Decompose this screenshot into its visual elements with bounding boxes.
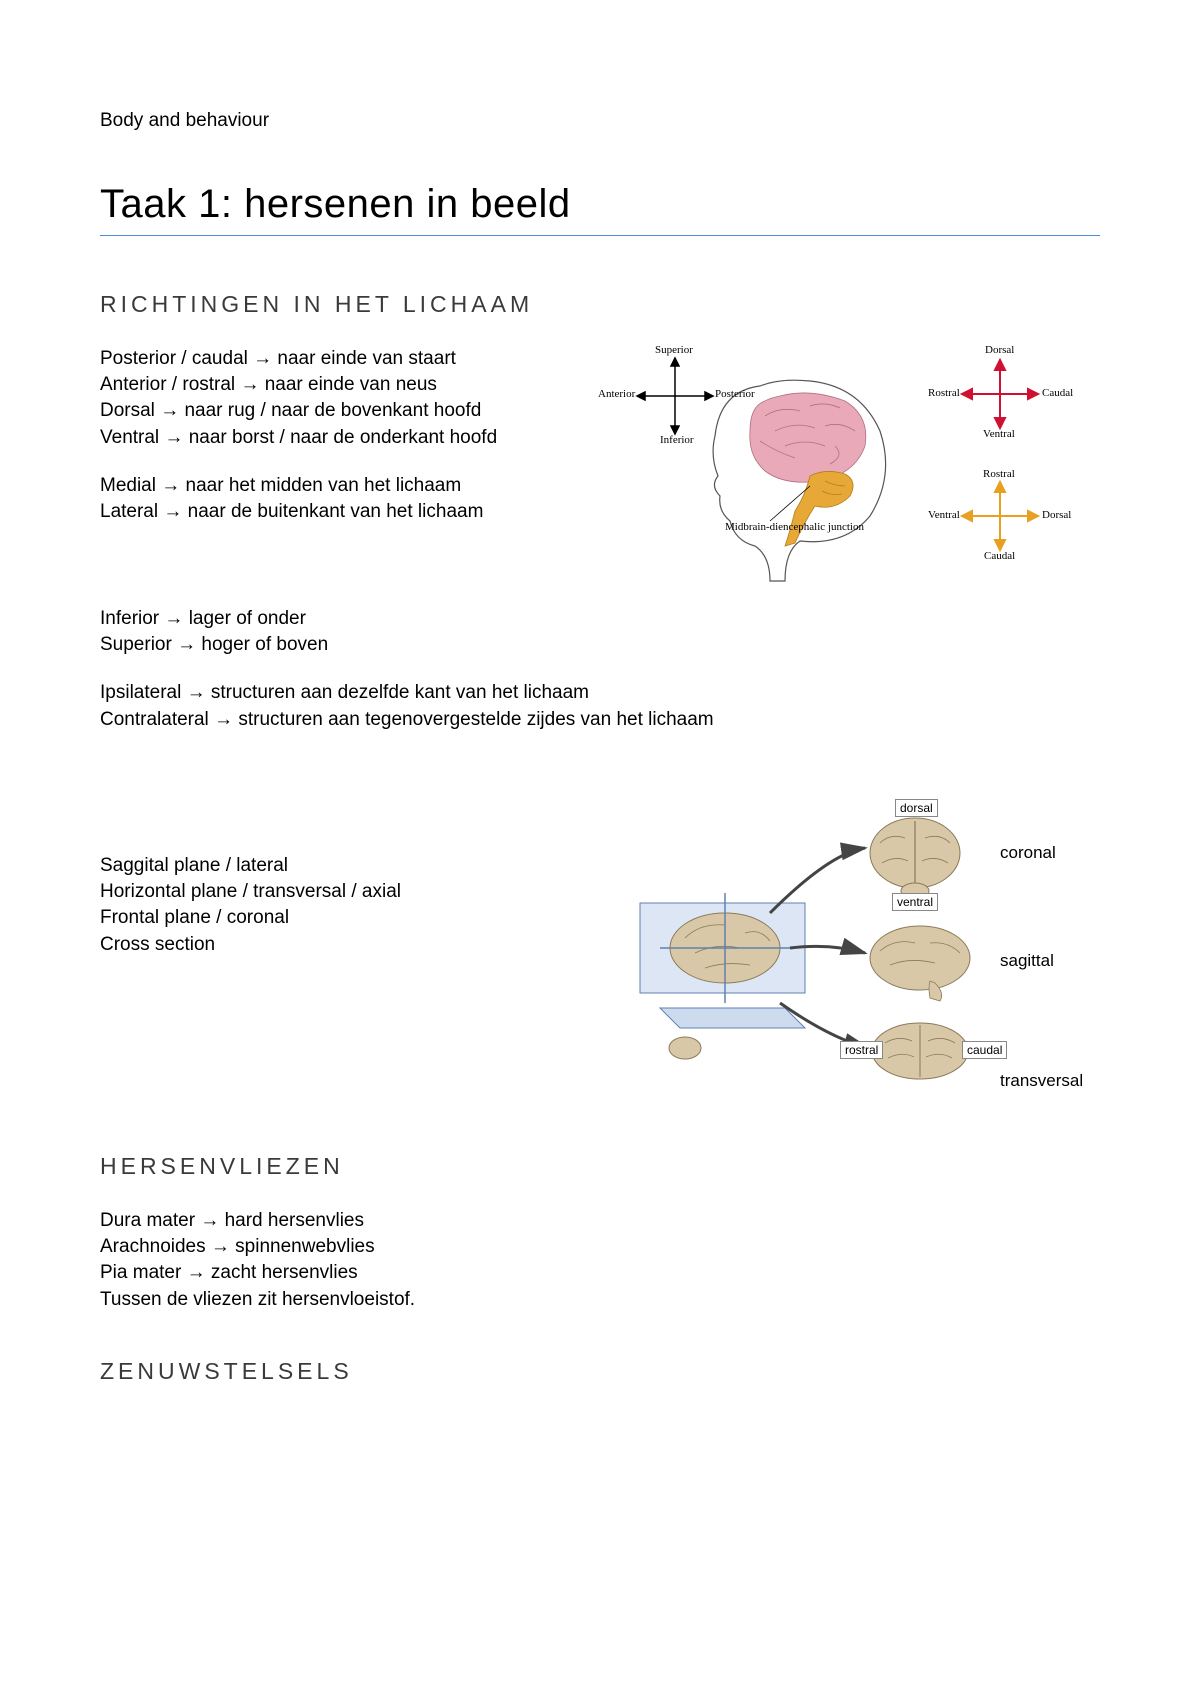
arrow-icon: → <box>161 473 180 499</box>
section-heading-zenuwstelsels: ZENUWSTELSELS <box>100 1358 1100 1385</box>
arrow-icon: → <box>160 398 179 424</box>
arrow-icon: → <box>164 606 183 632</box>
text: Ventral <box>100 427 164 448</box>
planes-text-block: Saggital plane / lateral Horizontal plan… <box>100 793 600 958</box>
arrow-icon: → <box>177 632 196 658</box>
text: Cross section <box>100 934 215 955</box>
diagram2-label-ventral: ventral <box>892 893 938 911</box>
text: zacht hersenvlies <box>206 1262 358 1283</box>
text: hard hersenvlies <box>219 1210 364 1231</box>
text: Dura mater <box>100 1210 200 1231</box>
text: structuren aan dezelfde kant van het lic… <box>206 682 589 703</box>
diagram2-label-rostral: rostral <box>840 1041 883 1059</box>
diagram2-label-caudal: caudal <box>962 1041 1007 1059</box>
diagram1-label-superior: Superior <box>655 344 693 356</box>
diagram1-label-dorsal: Dorsal <box>985 344 1014 356</box>
diagram1-label-midbrain: Midbrain-diencephalic junction <box>725 521 820 533</box>
section-heading-hersenvliezen: HERSENVLIEZEN <box>100 1153 1100 1180</box>
section-heading-richtingen: RICHTINGEN IN HET LICHAAM <box>100 291 1100 318</box>
diagram1-label-ventral-2: Ventral <box>928 509 960 521</box>
header-label: Body and behaviour <box>100 110 1100 132</box>
text: Saggital plane / lateral <box>100 855 288 876</box>
text: lager of onder <box>183 608 306 629</box>
diagram1-label-ventral: Ventral <box>983 428 1015 440</box>
text: naar het midden van het lichaam <box>180 475 461 496</box>
richtingen-text-block-1: Posterior / caudal → naar einde van staa… <box>100 346 580 547</box>
diagram2-label-dorsal: dorsal <box>895 799 938 817</box>
text: Tussen de vliezen zit hersenvloeistof. <box>100 1289 415 1310</box>
text: naar einde van neus <box>259 374 436 395</box>
arrow-icon: → <box>253 346 272 372</box>
arrow-icon: → <box>240 372 259 398</box>
text: Anterior / rostral <box>100 374 240 395</box>
arrow-icon: → <box>164 425 183 451</box>
text: spinnenwebvlies <box>230 1236 375 1257</box>
diagram1-label-anterior: Anterior <box>598 388 635 400</box>
diagram1-label-rostral-2: Rostral <box>983 468 1015 480</box>
diagram2-label-coronal: coronal <box>1000 843 1056 863</box>
arrow-icon: → <box>214 707 233 733</box>
text: Inferior <box>100 608 164 629</box>
text: structuren aan tegenovergestelde zijdes … <box>233 709 714 730</box>
text: naar de buitenkant van het lichaam <box>182 501 483 522</box>
diagram-brain-planes: dorsal ventral rostral caudal coronal sa… <box>630 793 1100 1093</box>
arrow-icon: → <box>187 680 206 706</box>
diagram1-label-dorsal-2: Dorsal <box>1042 509 1071 521</box>
text: Posterior / caudal <box>100 348 253 369</box>
diagram2-label-transversal: transversal <box>1000 1071 1083 1091</box>
arrow-icon: → <box>187 1260 206 1286</box>
hersenvliezen-text-block: Dura mater → hard hersenvlies Arachnoide… <box>100 1208 1100 1313</box>
text: Ipsilateral <box>100 682 187 703</box>
diagram1-label-caudal-2: Caudal <box>984 550 1015 562</box>
diagram2-label-sagittal: sagittal <box>1000 951 1054 971</box>
text: Pia mater <box>100 1262 187 1283</box>
richtingen-text-block-2: Inferior → lager of onder Superior → hog… <box>100 606 1100 658</box>
text: Dorsal <box>100 400 160 421</box>
diagram1-label-posterior: Posterior <box>715 388 755 400</box>
text: Superior <box>100 634 177 655</box>
text: Lateral <box>100 501 163 522</box>
text: hoger of boven <box>196 634 328 655</box>
text: Medial <box>100 475 161 496</box>
page-title: Taak 1: hersenen in beeld <box>100 182 1100 236</box>
text: naar einde van staart <box>272 348 456 369</box>
diagram1-label-inferior: Inferior <box>660 434 694 446</box>
diagram-head-directions: Superior Inferior Anterior Posterior Dor… <box>610 346 1100 596</box>
diagram1-label-rostral: Rostral <box>928 387 960 399</box>
arrow-icon: → <box>200 1208 219 1234</box>
text: Contralateral <box>100 709 214 730</box>
text: naar rug / naar de bovenkant hoofd <box>179 400 481 421</box>
text: Arachnoides <box>100 1236 211 1257</box>
richtingen-text-block-3: Ipsilateral → structuren aan dezelfde ka… <box>100 680 1100 732</box>
text: naar borst / naar de onderkant hoofd <box>183 427 497 448</box>
diagram1-label-caudal: Caudal <box>1042 387 1073 399</box>
text: Frontal plane / coronal <box>100 907 289 928</box>
text: Horizontal plane / transversal / axial <box>100 881 401 902</box>
arrow-icon: → <box>211 1234 230 1260</box>
arrow-icon: → <box>163 499 182 525</box>
